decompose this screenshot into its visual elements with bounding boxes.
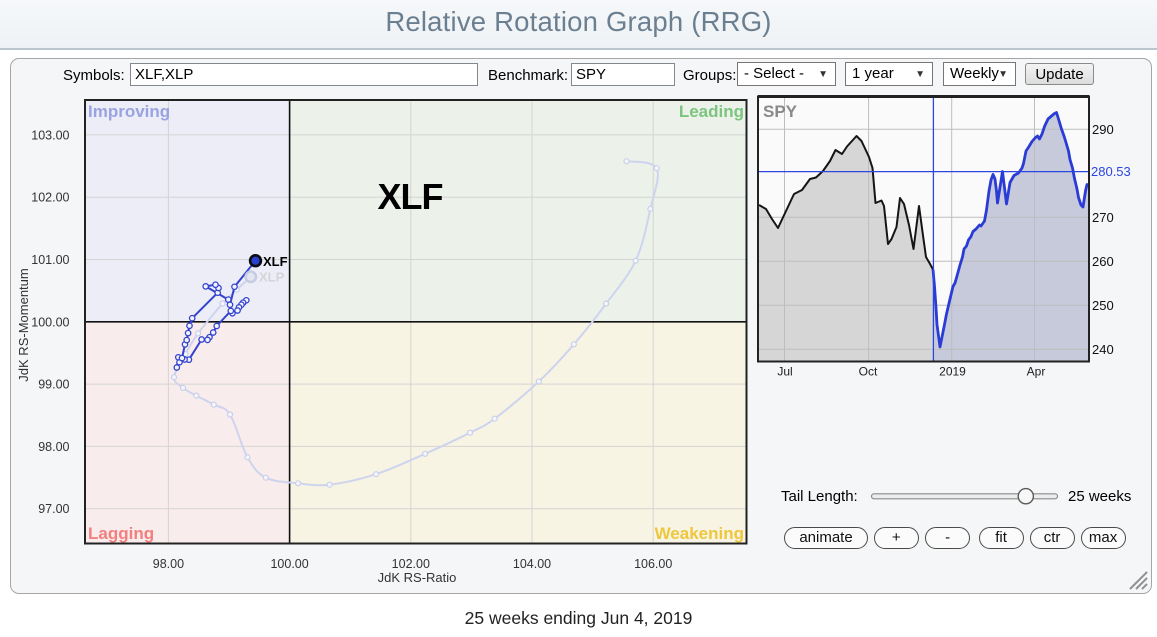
svg-text:103.00: 103.00	[31, 128, 69, 142]
svg-text:250: 250	[1092, 298, 1114, 313]
svg-text:100.00: 100.00	[270, 557, 308, 571]
svg-text:97.00: 97.00	[38, 502, 69, 516]
svg-text:240: 240	[1092, 342, 1114, 357]
svg-text:280.53: 280.53	[1091, 164, 1131, 179]
svg-text:SPY: SPY	[763, 102, 798, 121]
svg-text:JdK RS-Ratio: JdK RS-Ratio	[378, 570, 457, 585]
svg-text:XLF: XLF	[263, 254, 288, 269]
svg-text:Weakening: Weakening	[655, 524, 744, 543]
svg-text:Lagging: Lagging	[88, 524, 154, 543]
svg-text:290: 290	[1092, 122, 1114, 137]
svg-text:2019: 2019	[939, 365, 966, 379]
svg-text:102.00: 102.00	[31, 191, 69, 205]
svg-text:101.00: 101.00	[31, 253, 69, 267]
svg-text:JdK RS-Momentum: JdK RS-Momentum	[16, 268, 31, 381]
svg-text:102.00: 102.00	[392, 557, 430, 571]
svg-text:270: 270	[1092, 210, 1114, 225]
svg-text:XLF: XLF	[378, 176, 443, 217]
svg-text:Apr: Apr	[1027, 365, 1046, 379]
svg-text:99.00: 99.00	[38, 378, 69, 392]
svg-text:98.00: 98.00	[38, 440, 69, 454]
svg-text:104.00: 104.00	[513, 557, 551, 571]
svg-text:100.00: 100.00	[31, 315, 69, 329]
svg-text:106.00: 106.00	[634, 557, 672, 571]
svg-text:Oct: Oct	[859, 365, 878, 379]
svg-text:Leading: Leading	[679, 102, 744, 121]
svg-text:XLP: XLP	[259, 270, 285, 285]
svg-text:Jul: Jul	[777, 365, 792, 379]
svg-text:260: 260	[1092, 254, 1114, 269]
svg-text:98.00: 98.00	[153, 557, 184, 571]
svg-text:Improving: Improving	[88, 102, 170, 121]
